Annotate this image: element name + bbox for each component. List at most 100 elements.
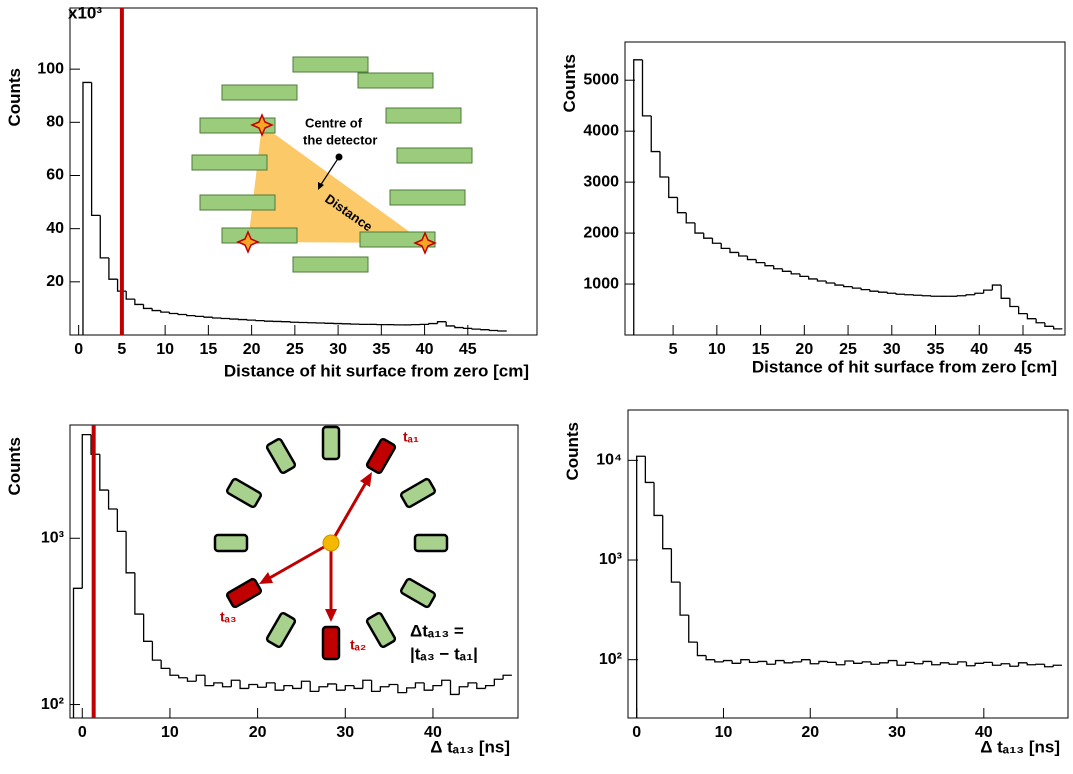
x-axis-label: Distance of hit surface from zero [cm] xyxy=(752,357,1057,376)
histogram-bin xyxy=(398,684,407,692)
histogram-bin xyxy=(450,680,459,694)
y-tick-label: 100 xyxy=(37,60,64,77)
histogram-bin xyxy=(415,683,424,688)
histogram-bin xyxy=(660,152,669,177)
histogram-bin xyxy=(975,293,984,295)
histogram-bin xyxy=(680,582,689,615)
histogram-bin xyxy=(293,686,302,689)
histogram-bin xyxy=(74,588,83,718)
annotation: Centre of xyxy=(305,115,363,130)
histogram-bin xyxy=(92,82,101,215)
histogram-bin xyxy=(429,324,438,325)
x-tick-label: 15 xyxy=(752,341,770,358)
histogram-bin xyxy=(1045,323,1054,327)
histogram-bin xyxy=(642,60,651,116)
histogram-bin xyxy=(836,662,845,664)
histogram-bin xyxy=(767,661,776,664)
histogram-bin xyxy=(477,683,486,689)
x-tick-label: 25 xyxy=(839,341,857,358)
histogram-bin xyxy=(809,276,818,279)
histogram-bin xyxy=(741,660,750,664)
y-axis-label: Counts xyxy=(5,68,24,127)
histogram-bin xyxy=(957,296,966,297)
y-tick-label: 10⁴ xyxy=(596,452,622,469)
histogram-bin xyxy=(922,295,931,296)
histogram-bin xyxy=(706,656,715,660)
histogram-bin xyxy=(354,686,363,689)
y-axis-label: Counts xyxy=(560,54,579,113)
histogram-bin xyxy=(247,320,256,321)
histogram-bin xyxy=(380,687,389,692)
histogram-bin xyxy=(689,615,698,642)
histogram-bin xyxy=(438,322,447,324)
histogram-bin xyxy=(205,675,214,685)
histogram-bin xyxy=(187,678,196,682)
x-axis-label: Δ tₐ₁₃ [ns] xyxy=(980,737,1060,756)
histogram-bin xyxy=(424,683,433,690)
y-tick-label: 3000 xyxy=(583,173,619,190)
histogram-bin xyxy=(932,661,941,664)
y-tick-label: 10² xyxy=(599,651,622,668)
histogram-bin xyxy=(723,661,732,662)
histogram-bin xyxy=(749,660,758,663)
histogram-bin xyxy=(319,687,328,692)
histogram-bin xyxy=(897,661,906,666)
x-tick-label: 40 xyxy=(416,341,434,358)
x-tick-label: 10 xyxy=(715,724,733,741)
histogram-bin xyxy=(739,252,748,256)
histogram-bin xyxy=(1019,663,1028,666)
annotation: |tₐ₃ − tₐ₁| xyxy=(410,644,478,663)
histogram-bin xyxy=(695,223,704,233)
histogram-bin xyxy=(1010,298,1019,306)
histogram-bin xyxy=(730,248,739,252)
x-tick-label: 5 xyxy=(117,341,126,358)
histogram-bin xyxy=(721,243,730,248)
histogram-bin xyxy=(407,688,416,693)
histogram-bin xyxy=(793,662,802,663)
histogram-bin xyxy=(275,683,284,690)
histogram-bin xyxy=(704,233,713,238)
y-tick-label: 40 xyxy=(46,220,64,237)
y-tick-label: 80 xyxy=(46,114,64,131)
annotation: tₐ₂ xyxy=(350,637,366,653)
histogram-bin xyxy=(126,531,135,572)
histogram-bin xyxy=(1053,665,1062,667)
histogram-bin xyxy=(835,283,844,285)
y-tick-label: 10³ xyxy=(599,551,622,568)
histogram-bin xyxy=(266,683,275,687)
histogram-bin xyxy=(949,663,958,664)
x-tick-label: 45 xyxy=(1014,341,1032,358)
x-tick-label: 45 xyxy=(459,341,477,358)
histogram-bin xyxy=(958,662,967,664)
histogram-bin xyxy=(888,661,897,663)
plot-frame xyxy=(625,42,1065,335)
histogram-bin xyxy=(906,662,915,665)
y-tick-label: 1000 xyxy=(583,275,619,292)
histogram-bin xyxy=(503,675,512,679)
histogram-bin xyxy=(213,317,222,318)
histogram-bin xyxy=(337,684,346,690)
histogram-bin xyxy=(1027,663,1036,665)
histogram-bin xyxy=(494,679,503,685)
histogram-bin xyxy=(782,269,791,272)
annotation: tₐ₃ xyxy=(220,609,236,625)
x-tick-label: 5 xyxy=(669,341,678,358)
histogram-bin xyxy=(765,263,774,266)
histogram-bin xyxy=(791,271,800,274)
histogram-bin xyxy=(774,266,783,269)
histogram-bin xyxy=(654,482,663,515)
histogram-bin xyxy=(879,291,888,292)
x-tick-label: 10 xyxy=(708,341,726,358)
histogram-bin xyxy=(301,681,310,688)
histogram-bin xyxy=(446,322,455,326)
histogram-bin xyxy=(880,663,889,664)
histogram-bin xyxy=(992,662,1001,665)
histogram-bin xyxy=(345,686,354,691)
histogram-bin xyxy=(861,288,870,290)
x-tick-label: 20 xyxy=(249,724,267,741)
histogram-bin xyxy=(923,661,932,663)
x-tick-label: 0 xyxy=(78,724,87,741)
histogram-bin xyxy=(966,295,975,296)
histogram-bin xyxy=(489,330,498,331)
